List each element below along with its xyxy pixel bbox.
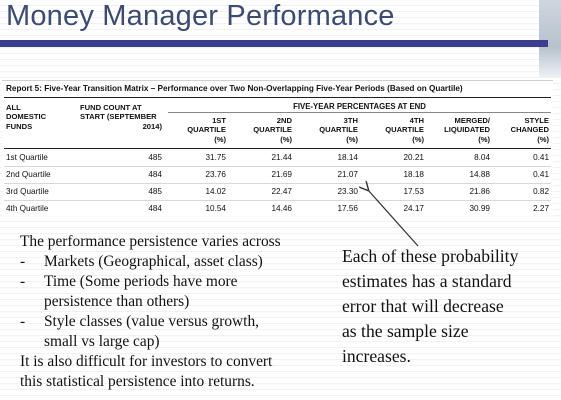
table-row: 1st Quartile 485 31.75 21.44 18.14 20.21… bbox=[6, 153, 549, 162]
bullet-item: - Markets (Geographical, asset class) bbox=[20, 253, 263, 270]
row-label: 2nd Quartile bbox=[6, 170, 51, 179]
header-rule bbox=[4, 97, 551, 98]
table-row: 3rd Quartile 485 14.02 22.47 23.30 17.53… bbox=[6, 187, 549, 196]
pointer-arrow bbox=[350, 180, 419, 247]
column-header-q4: 4TH QUARTILE (%) bbox=[385, 116, 424, 144]
column-header-q1: 1ST QUARTILE (%) bbox=[187, 116, 226, 144]
intro-text: The performance persistence varies acros… bbox=[20, 233, 281, 250]
slide-title: Money Manager Performance bbox=[6, 0, 395, 32]
column-header-merged: MERGED/LIQUIDATED (%) bbox=[444, 116, 490, 144]
report-title: Report 5: Five-Year Transition Matrix – … bbox=[6, 84, 463, 93]
table-row: 2nd Quartile 484 23.76 21.69 21.07 18.18… bbox=[6, 170, 549, 179]
column-header-funds: ALL DOMESTIC FUNDS bbox=[6, 103, 47, 131]
title-accent-bar bbox=[0, 40, 548, 47]
bullet-continuation: persistence than others) bbox=[44, 293, 190, 310]
row-label: 3rd Quartile bbox=[6, 187, 49, 196]
table-row: 4th Quartile 484 10.54 14.46 17.56 24.17… bbox=[6, 204, 549, 213]
column-header-style: STYLE CHANGED (%) bbox=[510, 116, 549, 144]
closing-text: this statistical persistence into return… bbox=[20, 373, 255, 390]
persistence-notes: The performance persistence varies acros… bbox=[20, 232, 350, 392]
group-header-rule bbox=[168, 112, 551, 113]
bullet-continuation: small vs large cap) bbox=[44, 333, 160, 350]
standard-error-note: Each of these probability estimates has … bbox=[342, 246, 519, 366]
row-divider bbox=[4, 166, 551, 167]
row-divider bbox=[4, 183, 551, 184]
row-label: 1st Quartile bbox=[6, 153, 48, 162]
header-bottom-rule bbox=[4, 148, 551, 149]
column-header-fund-count: FUND COUNT AT START (SEPTEMBER 2014) bbox=[80, 103, 162, 131]
bullet-item: - Style classes (value versus growth, bbox=[20, 313, 259, 330]
transition-matrix-table: Report 5: Five-Year Transition Matrix – … bbox=[2, 80, 553, 217]
row-label: 4th Quartile bbox=[6, 204, 49, 213]
group-header: FIVE-YEAR PERCENTAGES AT END bbox=[293, 102, 426, 111]
column-header-q3: 3TH QUARTILE (%) bbox=[319, 116, 358, 144]
bullet-item: - Time (Some periods have more bbox=[20, 273, 238, 290]
column-header-q2: 2ND QUARTILE (%) bbox=[253, 116, 292, 144]
closing-text: It is also difficult for investors to co… bbox=[20, 353, 273, 370]
row-divider bbox=[4, 200, 551, 201]
decorative-photo-strip bbox=[539, 0, 561, 78]
